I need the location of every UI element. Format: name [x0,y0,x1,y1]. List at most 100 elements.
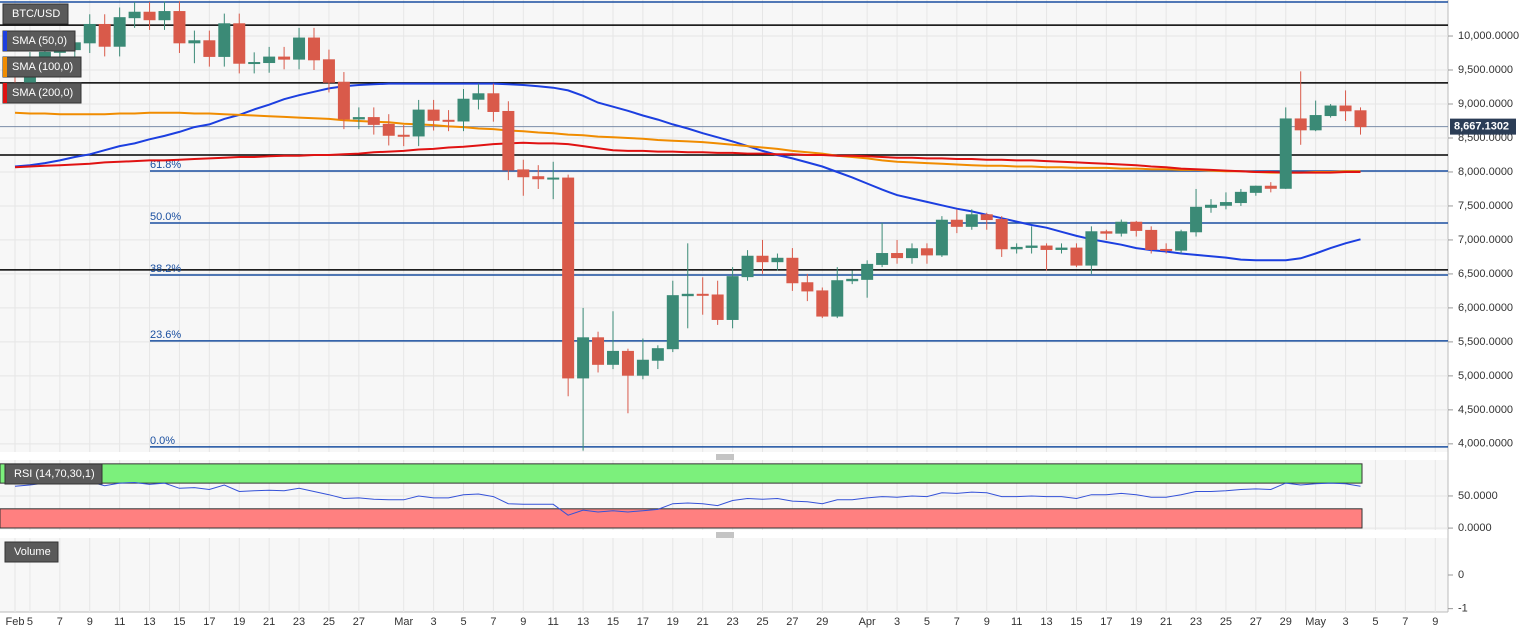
x-tick-label: 17 [1100,616,1112,628]
y-tick-label: 9,500.0000 [1458,64,1513,76]
fib-label: 50.0% [150,211,181,223]
x-tick-label: 23 [726,616,738,628]
volume-panel [0,538,1448,612]
x-tick-label: 5 [1372,616,1378,628]
fib-label: 38.2% [150,263,181,275]
candle-body [1294,118,1307,131]
candle-body [711,294,724,320]
candle-body [547,177,560,180]
x-tick-label: 7 [1402,616,1408,628]
candle-body [83,23,96,44]
x-tick-label: 7 [490,616,496,628]
candle-body [487,93,500,112]
legend-box [4,541,59,563]
candle-body [891,253,904,259]
legend-swatch [3,83,7,103]
y-tick-label: 4,000.0000 [1458,438,1513,450]
candle-body [577,337,590,379]
legend-item: SMA (50,0) [2,30,76,52]
x-tick-label: 9 [984,616,990,628]
x-tick-label: 21 [697,616,709,628]
legend-label: SMA (200,0) [12,87,73,99]
candle-body [1339,105,1352,112]
candle-body [965,214,978,227]
candle-body [1205,204,1217,208]
x-tick-label: 21 [1160,616,1172,628]
candle-body [651,348,664,361]
candle-body [920,248,933,256]
x-tick-label: 13 [1040,616,1052,628]
x-tick-label: Mar [394,616,413,628]
candle-body [995,219,1008,250]
candle-body [906,248,918,259]
y-tick-label: 7,500.0000 [1458,200,1513,212]
candle-body [696,293,709,296]
candle-body [1279,118,1292,189]
candle-body [143,11,156,21]
x-tick-label: 9 [520,616,526,628]
candle-body [472,93,485,100]
x-tick-label: 27 [353,616,365,628]
candle-body [322,59,335,83]
candle-body [636,359,649,376]
pane-resize-handle[interactable] [716,454,734,460]
legend-swatch [3,31,7,51]
x-tick-label: 15 [1070,616,1082,628]
x-tick-label: Apr [859,616,876,628]
candle-body [876,253,889,265]
x-tick-label: 5 [460,616,466,628]
x-tick-label: 25 [756,616,768,628]
candle-body [1040,245,1053,250]
candle-body [457,98,470,122]
candle-body [756,255,769,263]
candle-body [502,110,515,171]
x-tick-label: 21 [263,616,275,628]
x-tick-label: 9 [87,616,93,628]
x-tick-label: 19 [233,616,245,628]
y-tick-label: 7,000.0000 [1458,234,1513,246]
x-tick-label: 27 [1250,616,1262,628]
candle-body [592,337,605,365]
candle-body [621,350,634,376]
candle-body [173,11,186,44]
candle-body [562,177,575,379]
oversold-zone [0,508,1363,529]
candle-body [382,123,395,136]
sma-line [14,111,1361,174]
pane-resize-handle[interactable] [716,532,734,538]
candle-body [681,293,694,297]
y-tick-label: 4,500.0000 [1458,404,1513,416]
x-tick-label: 11 [1011,616,1022,628]
y-tick-label: 8,500.0000 [1458,132,1513,144]
candle-body [741,255,754,278]
legend-swatch [3,57,7,77]
x-tick-label: 13 [143,616,155,628]
candle-body [113,17,126,47]
x-tick-label: 7 [57,616,63,628]
legend-box [4,463,103,485]
x-tick-label: 19 [667,616,679,628]
candle-body [128,11,141,19]
candle-body [666,295,679,350]
x-tick-label: 11 [114,616,125,628]
candle-body [263,56,276,64]
x-tick-label: 29 [816,616,828,628]
x-tick-label: 15 [173,616,185,628]
x-tick-label: 15 [607,616,619,628]
candle-body [1190,206,1203,233]
y-tick-label: 8,000.0000 [1458,166,1513,178]
candle-body [352,117,365,120]
candle-body [1354,110,1367,128]
x-tick-label: 23 [293,616,305,628]
y-tick-label: 6,500.0000 [1458,268,1513,280]
y-tick-label: 0.0000 [1458,522,1492,534]
candle-body [1324,105,1337,117]
candle-body [1055,247,1068,250]
legend-label: RSI (14,70,30,1) [14,468,95,480]
candle-body [950,219,963,227]
candle-body [1309,115,1322,131]
legend-label: SMA (100,0) [12,61,73,73]
candle-body [427,109,440,121]
candle-body [1249,185,1262,193]
